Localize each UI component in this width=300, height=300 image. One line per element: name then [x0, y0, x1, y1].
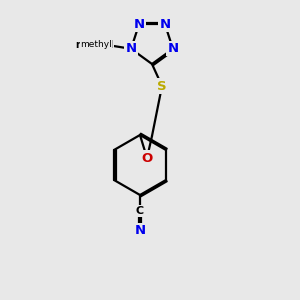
Text: N: N — [159, 18, 170, 31]
Text: S: S — [157, 80, 167, 92]
Text: methyl: methyl — [75, 40, 113, 50]
Text: N: N — [167, 42, 178, 55]
Text: N: N — [125, 42, 136, 55]
Text: N: N — [134, 18, 145, 31]
Text: O: O — [141, 152, 153, 164]
Text: C: C — [136, 206, 144, 216]
Text: methyl: methyl — [80, 40, 112, 49]
Text: N: N — [134, 224, 146, 238]
